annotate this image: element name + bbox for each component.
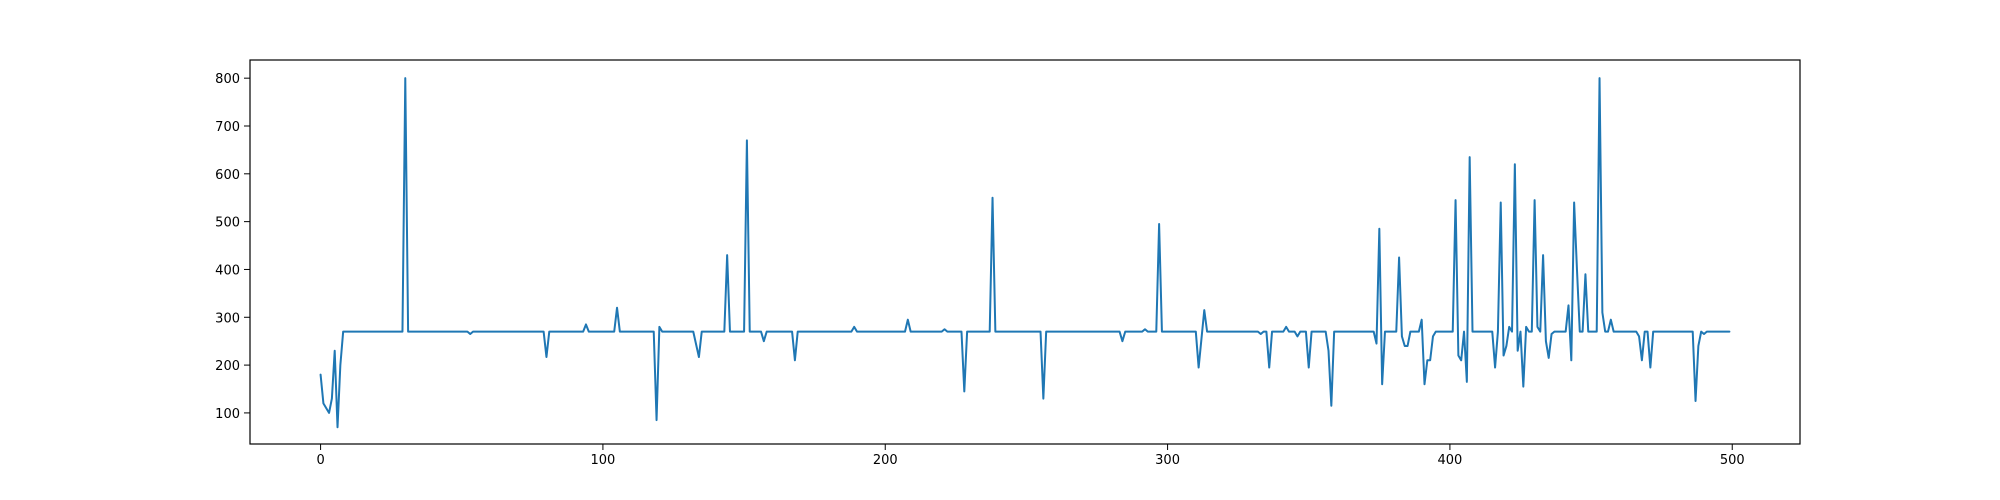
x-tick-label: 200 xyxy=(873,453,898,468)
y-tick-label: 600 xyxy=(215,168,240,183)
y-tick-label: 500 xyxy=(215,216,240,231)
y-tick-label: 200 xyxy=(215,359,240,374)
plot-frame xyxy=(249,59,1801,445)
x-tick-label: 400 xyxy=(1437,453,1462,468)
x-tick-label: 500 xyxy=(1720,453,1745,468)
x-axis: 0 100 200 300 400 500 xyxy=(316,444,1745,468)
y-tick-label: 300 xyxy=(215,311,240,326)
x-tick-label: 0 xyxy=(316,453,324,468)
y-tick-label: 700 xyxy=(215,120,240,135)
y-tick-label: 800 xyxy=(215,72,240,87)
x-tick-label: 300 xyxy=(1155,453,1180,468)
y-tick-label: 400 xyxy=(215,263,240,278)
series-line xyxy=(319,77,1731,429)
y-axis: 100 200 300 400 500 600 700 800 xyxy=(215,72,250,422)
series-layer xyxy=(319,77,1731,429)
x-tick-label: 100 xyxy=(591,453,616,468)
y-tick-label: 100 xyxy=(215,407,240,422)
